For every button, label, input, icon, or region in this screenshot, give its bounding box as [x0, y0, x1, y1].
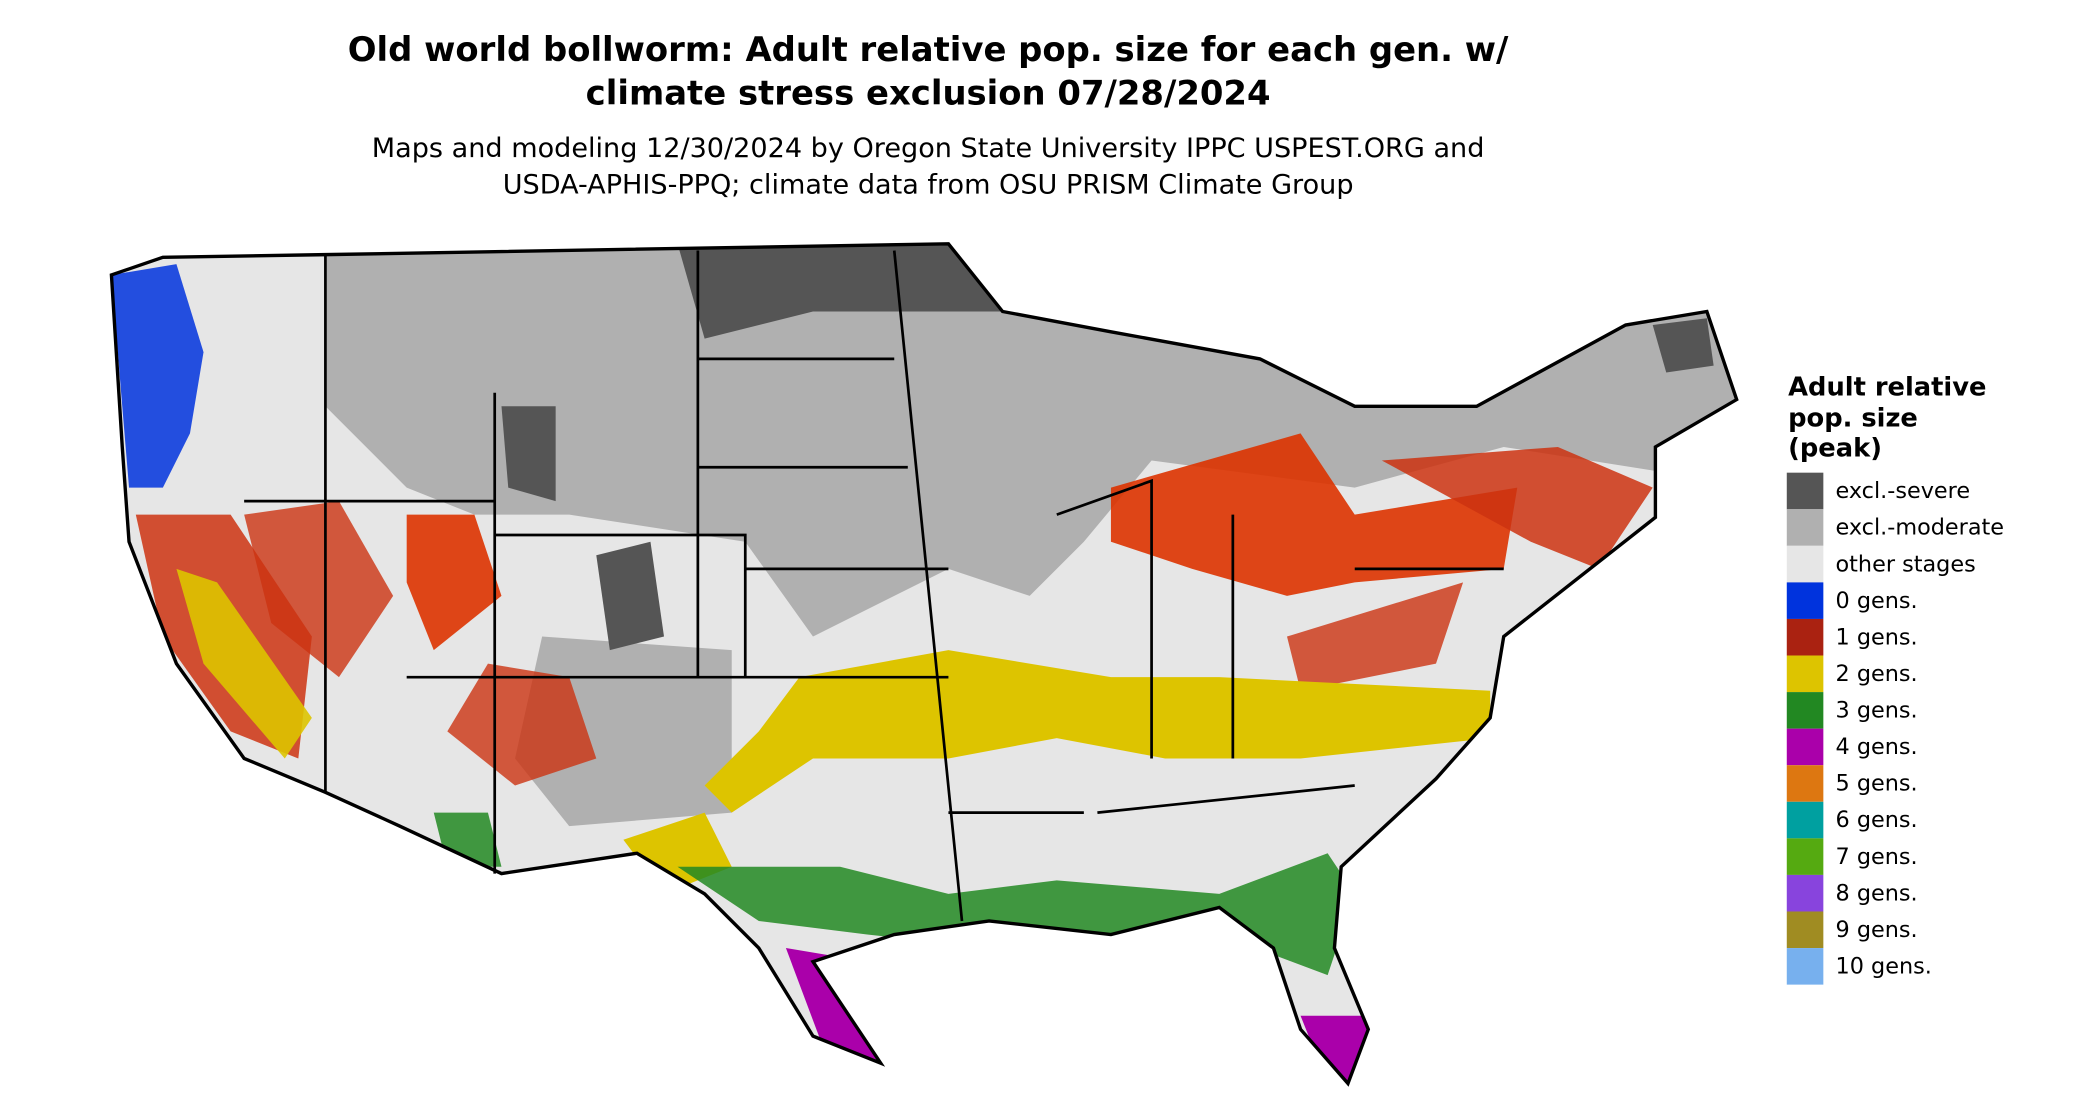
legend: excl.-severe excl.-moderate other stages 0 … — [1786, 472, 2004, 985]
legend-swatch — [1786, 728, 1824, 766]
legend-swatch — [1786, 509, 1824, 546]
title: climate stress exclusion 07/28/2024 — [586, 73, 1271, 112]
legend-title: (peak) — [1788, 433, 1882, 463]
legend-label: 8 gens. — [1836, 880, 1918, 906]
legend-label: 0 gens. — [1836, 588, 1918, 614]
legend-label: excl.-moderate — [1836, 515, 2004, 541]
legend-label: 1 gens. — [1836, 624, 1918, 650]
legend-swatch — [1786, 655, 1824, 693]
legend-label: 10 gens. — [1836, 954, 1932, 980]
subtitle: USDA-APHIS-PPQ; climate data from OSU PR… — [503, 170, 1354, 201]
legend-swatch — [1786, 618, 1824, 656]
legend-swatch — [1786, 911, 1824, 949]
legend-label: 4 gens. — [1836, 734, 1918, 760]
legend-swatch — [1786, 472, 1824, 510]
legend-label: 7 gens. — [1836, 844, 1918, 870]
legend-swatch — [1786, 838, 1824, 875]
map — [111, 243, 1737, 1084]
us-outline — [109, 242, 1739, 1087]
legend-swatch — [1786, 874, 1824, 912]
legend-label: 5 gens. — [1836, 771, 1918, 797]
legend-swatch — [1786, 545, 1824, 583]
legend-label: 9 gens. — [1836, 917, 1918, 943]
subtitle: Maps and modeling 12/30/2024 by Oregon S… — [372, 133, 1485, 164]
legend-swatch — [1786, 765, 1824, 802]
title: Old world bollworm: Adult relative pop. … — [348, 30, 1509, 69]
legend-title: pop. size — [1788, 404, 1918, 434]
state-borders — [244, 250, 1504, 922]
legend-label: 2 gens. — [1836, 661, 1918, 687]
legend-swatch — [1786, 582, 1824, 619]
legend-label: other stages — [1836, 551, 1976, 577]
legend-swatch — [1786, 948, 1824, 985]
legend-swatch — [1786, 801, 1824, 839]
legend-swatch — [1786, 692, 1824, 729]
legend-label: excl.-severe — [1836, 478, 1971, 504]
legend-title: Adult relative — [1788, 372, 1986, 402]
legend-label: 3 gens. — [1836, 698, 1918, 724]
legend-label: 6 gens. — [1836, 807, 1918, 833]
